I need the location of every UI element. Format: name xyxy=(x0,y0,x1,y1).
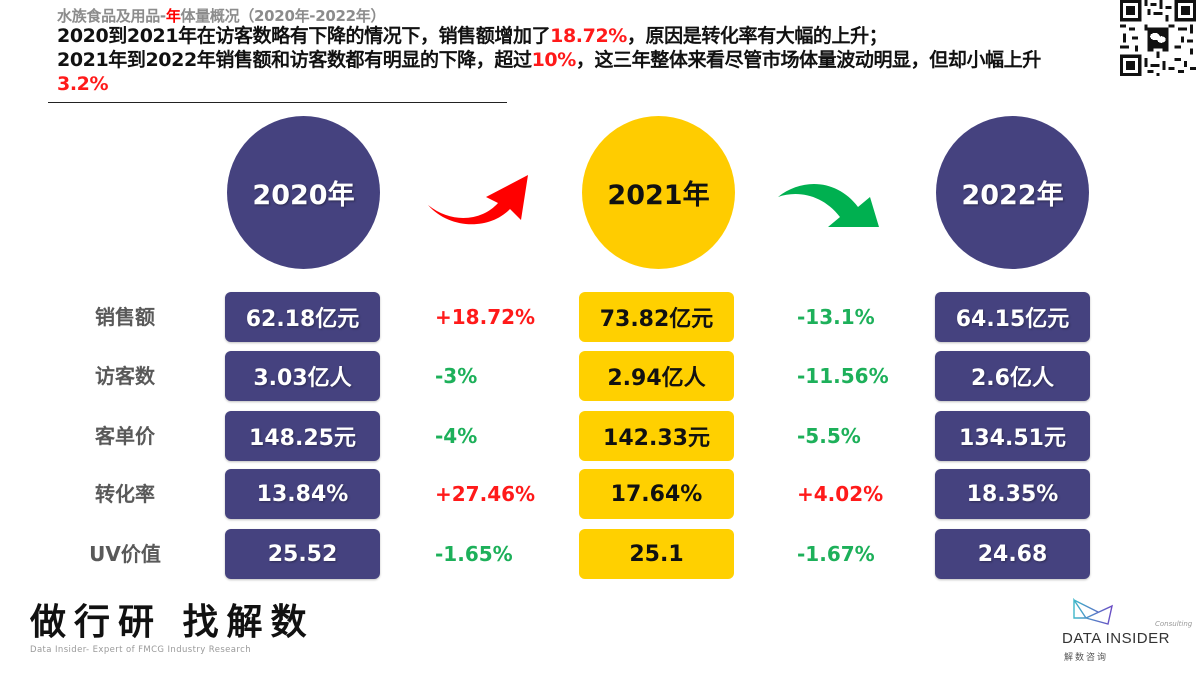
value-2020-sales: 62.18亿元 xyxy=(225,292,380,342)
headline-highlight: 10% xyxy=(531,49,577,71)
value-2022-conversion-rate: 18.35% xyxy=(935,469,1090,519)
year-circle-2022: 2022年 xyxy=(936,116,1089,269)
value-2022-avg-order-value: 134.51元 xyxy=(935,411,1090,461)
value-2022-visitors: 2.6亿人 xyxy=(935,351,1090,401)
headline-text: 2020到2021年在访客数略有下降的情况下，销售额增加了 xyxy=(57,25,551,47)
value-2020-uv-value: 25.52 xyxy=(225,529,380,579)
change-2020-2021-sales: +18.72% xyxy=(435,305,536,329)
value-2021-avg-order-value: 142.33元 xyxy=(579,411,734,461)
change-2021-2022-conversion-rate: +4.02% xyxy=(797,482,884,506)
metric-label-avg-order-value: 客单价 xyxy=(95,424,155,448)
change-2021-2022-avg-order-value: -5.5% xyxy=(797,424,861,448)
footer-slogan-block: 做行研 找解数 Data Insider- Expert of FMCG Ind… xyxy=(30,602,315,656)
headline-text: 2021年到2022年销售额和访客数都有明显的下降，超过 xyxy=(57,49,532,71)
value-2020-conversion-rate: 13.84% xyxy=(225,469,380,519)
brand-tag: Consulting xyxy=(1155,620,1193,628)
value-2020-visitors: 3.03亿人 xyxy=(225,351,380,401)
value-2021-visitors: 2.94亿人 xyxy=(579,351,734,401)
year-label: 2021年 xyxy=(607,180,710,211)
value-2020-avg-order-value: 148.25元 xyxy=(225,411,380,461)
change-2021-2022-sales: -13.1% xyxy=(797,305,875,329)
metric-label-uv-value: UV价值 xyxy=(89,542,161,566)
value-2021-uv-value: 25.1 xyxy=(579,529,734,579)
year-label: 2022年 xyxy=(961,180,1064,211)
year-circle-2020: 2020年 xyxy=(227,116,380,269)
page-subtitle: 水族食品及用品-年体量概况（2020年-2022年） xyxy=(57,5,385,26)
change-2020-2021-visitors: -3% xyxy=(435,364,478,388)
headline-text: ，原因是转化率有大幅的上升； xyxy=(626,25,888,47)
brand-name: DATA INSIDER xyxy=(1062,630,1170,647)
curved-arrow-up-icon xyxy=(428,175,528,225)
subtitle-prefix: 水族食品及用品- xyxy=(57,7,166,25)
year-circle-2021: 2021年 xyxy=(582,116,735,269)
change-2021-2022-uv-value: -1.67% xyxy=(797,542,875,566)
metric-label-sales: 销售额 xyxy=(95,305,155,329)
brand-name-cn: 解数咨询 xyxy=(1064,653,1109,663)
change-2021-2022-visitors: -11.56% xyxy=(797,364,889,388)
slogan-subtitle: Data Insider- Expert of FMCG Industry Re… xyxy=(30,645,251,655)
metric-label-conversion-rate: 转化率 xyxy=(95,482,155,506)
change-2020-2021-conversion-rate: +27.46% xyxy=(435,482,536,506)
change-2020-2021-uv-value: -1.65% xyxy=(435,542,513,566)
headline-highlight: 3.2% xyxy=(57,73,109,95)
slogan: 做行研 找解数 xyxy=(30,602,315,643)
value-2021-conversion-rate: 17.64% xyxy=(579,469,734,519)
headline-highlight: 18.72% xyxy=(550,25,627,47)
qr-code-icon xyxy=(1120,0,1196,76)
brand-logo: Consulting DATA INSIDER 解数咨询 xyxy=(1062,598,1192,668)
headline-text: ，这三年整体来看尽管市场体量波动明显，但却小幅上升 xyxy=(575,49,1041,71)
value-2022-sales: 64.15亿元 xyxy=(935,292,1090,342)
subtitle-highlight: 年 xyxy=(165,7,181,25)
year-label: 2020年 xyxy=(252,180,355,211)
curved-arrow-down-icon xyxy=(778,184,879,227)
metric-label-visitors: 访客数 xyxy=(95,364,155,388)
value-2022-uv-value: 24.68 xyxy=(935,529,1090,579)
value-2021-sales: 73.82亿元 xyxy=(579,292,734,342)
headline-underline xyxy=(48,102,507,103)
headline-summary: 2020到2021年在访客数略有下降的情况下，销售额增加了18.72%，原因是转… xyxy=(57,24,1057,96)
bowtie-logo-icon xyxy=(1073,598,1113,625)
subtitle-suffix: 体量概况（2020年-2022年） xyxy=(180,7,386,25)
change-2020-2021-avg-order-value: -4% xyxy=(435,424,478,448)
